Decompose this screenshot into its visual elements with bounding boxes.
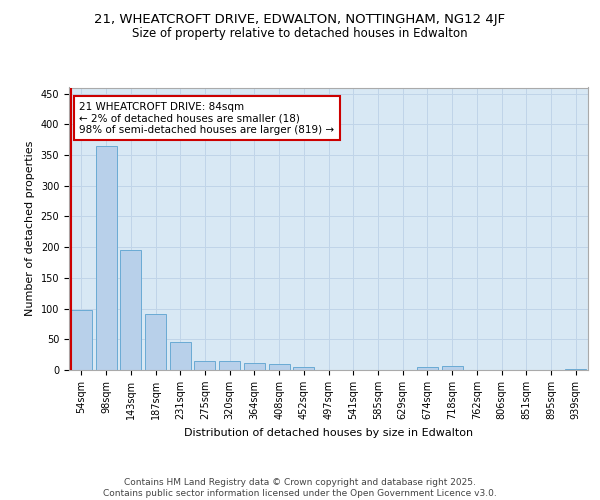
Bar bbox=[417, 367, 438, 370]
Bar bbox=[442, 366, 463, 370]
Bar bbox=[194, 361, 215, 370]
Y-axis label: Number of detached properties: Number of detached properties bbox=[25, 141, 35, 316]
Bar bbox=[120, 250, 141, 370]
Bar bbox=[170, 342, 191, 370]
X-axis label: Distribution of detached houses by size in Edwalton: Distribution of detached houses by size … bbox=[184, 428, 473, 438]
Bar bbox=[219, 362, 240, 370]
Text: 21, WHEATCROFT DRIVE, EDWALTON, NOTTINGHAM, NG12 4JF: 21, WHEATCROFT DRIVE, EDWALTON, NOTTINGH… bbox=[94, 12, 506, 26]
Bar bbox=[71, 310, 92, 370]
Bar bbox=[244, 363, 265, 370]
Bar bbox=[293, 367, 314, 370]
Bar bbox=[269, 364, 290, 370]
Text: 21 WHEATCROFT DRIVE: 84sqm
← 2% of detached houses are smaller (18)
98% of semi-: 21 WHEATCROFT DRIVE: 84sqm ← 2% of detac… bbox=[79, 102, 335, 135]
Bar bbox=[565, 369, 586, 370]
Bar bbox=[145, 314, 166, 370]
Bar bbox=[95, 146, 116, 370]
Text: Contains HM Land Registry data © Crown copyright and database right 2025.
Contai: Contains HM Land Registry data © Crown c… bbox=[103, 478, 497, 498]
Text: Size of property relative to detached houses in Edwalton: Size of property relative to detached ho… bbox=[132, 28, 468, 40]
